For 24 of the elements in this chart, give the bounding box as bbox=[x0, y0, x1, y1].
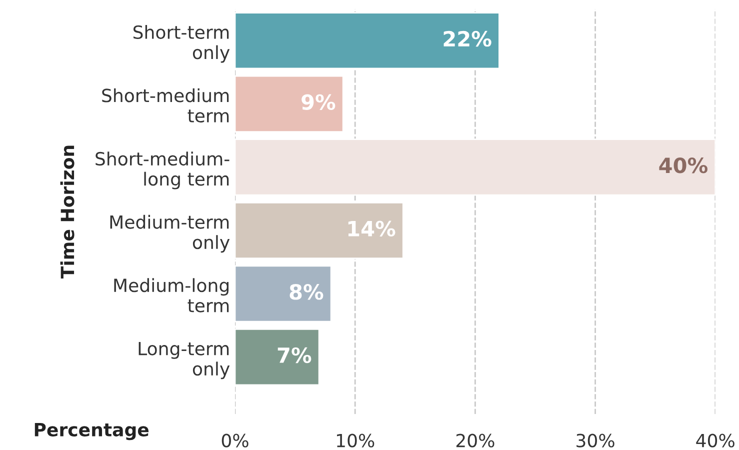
x-tick-label: 40% bbox=[696, 434, 734, 448]
y-tick-label: Medium-term only bbox=[110, 214, 230, 253]
y-tick-label: Medium-long term bbox=[114, 278, 229, 312]
bar bbox=[235, 138, 716, 196]
x-tick-label: 0% bbox=[222, 434, 248, 448]
bar bbox=[235, 12, 500, 70]
data-label: 9% bbox=[302, 94, 336, 110]
bar bbox=[235, 328, 320, 386]
y-tick-label: Short-medium- long term bbox=[96, 152, 230, 190]
data-label: 14% bbox=[348, 220, 396, 237]
x-tick-label: 10% bbox=[337, 434, 374, 448]
bar bbox=[235, 75, 344, 132]
y-tick-label: Short-medium term bbox=[102, 88, 229, 123]
y-tick-label: Long-term only bbox=[138, 342, 230, 380]
x-tick-label: 30% bbox=[576, 434, 614, 448]
bar bbox=[235, 265, 332, 322]
data-label: 8% bbox=[290, 284, 324, 300]
y-tick-label: Short-term only bbox=[133, 25, 230, 63]
data-label: 22% bbox=[444, 30, 492, 47]
x-axis-title: Percentage bbox=[34, 423, 149, 440]
y-axis-title: Time Horizon bbox=[60, 146, 74, 279]
x-tick-label: 20% bbox=[456, 434, 494, 448]
data-label: 7% bbox=[278, 347, 312, 364]
data-label: 40% bbox=[659, 157, 708, 174]
